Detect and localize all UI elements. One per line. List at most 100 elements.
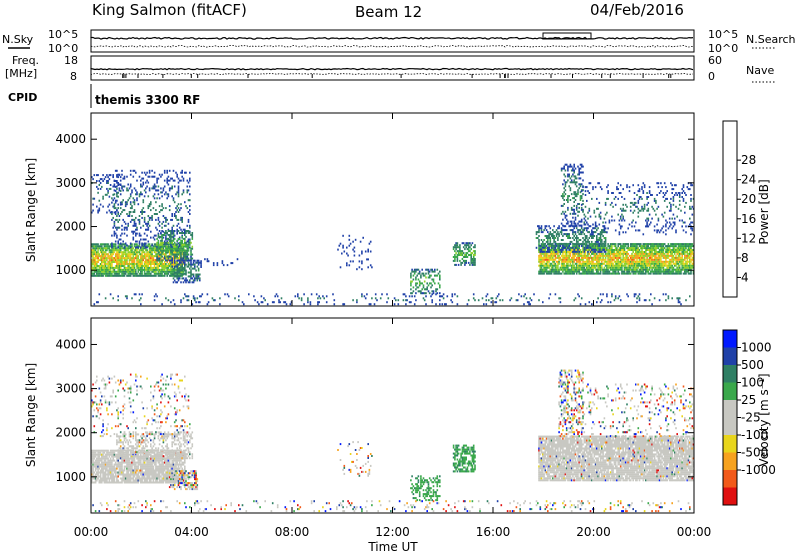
power-cell — [594, 262, 597, 265]
power-cell — [119, 242, 122, 245]
power-cell — [569, 246, 572, 249]
power-cell — [573, 231, 575, 234]
power-cell — [567, 179, 569, 182]
power-cell — [596, 272, 598, 275]
power-cell — [152, 274, 155, 277]
power-cell — [422, 284, 425, 287]
power-cell — [642, 268, 645, 271]
power-cell — [173, 255, 176, 258]
power-cell — [91, 259, 93, 262]
power-cell — [573, 235, 575, 237]
power-cell — [150, 255, 152, 258]
power-cell — [464, 248, 466, 251]
power-cell — [142, 259, 145, 262]
power-cell — [132, 218, 135, 221]
power-cell — [614, 266, 617, 269]
power-cell — [678, 301, 681, 304]
power-cell — [165, 249, 167, 252]
power-cell — [569, 270, 572, 273]
power-cell — [178, 255, 181, 258]
power-cell — [554, 250, 557, 253]
power-cell — [118, 263, 121, 265]
power-cell — [569, 224, 572, 227]
power-cell — [618, 243, 621, 246]
power-cell — [142, 255, 145, 258]
power-cell — [672, 243, 675, 246]
power-cell — [552, 264, 554, 267]
power-cell — [562, 235, 564, 237]
power-cell — [189, 243, 191, 246]
power-cell — [186, 185, 189, 188]
power-cell — [567, 260, 569, 263]
power-cell — [474, 250, 476, 253]
power-cell — [676, 256, 678, 259]
power-cell — [555, 268, 558, 271]
power-cell — [157, 222, 160, 225]
power-cell — [172, 251, 175, 254]
power-cell — [593, 250, 596, 253]
power-cell — [563, 173, 565, 176]
power-cell — [685, 272, 687, 275]
power-cell — [616, 252, 618, 255]
power-cell — [167, 175, 170, 178]
power-cell — [416, 274, 418, 277]
power-cell — [103, 257, 106, 260]
power-cell — [367, 250, 369, 253]
power-cell — [540, 262, 543, 265]
power-cell — [180, 249, 182, 252]
power-cell — [119, 247, 122, 250]
power-cell — [603, 227, 606, 230]
power-cell — [565, 252, 568, 255]
power-cell — [572, 169, 574, 172]
power-cell — [177, 251, 180, 254]
power-cell — [575, 237, 578, 239]
power-cell — [128, 245, 131, 248]
power-cell — [118, 218, 121, 221]
power-cell — [646, 252, 648, 255]
power-cell — [177, 269, 180, 272]
power-cell — [119, 201, 122, 204]
power-cell — [124, 203, 127, 206]
power-cell — [673, 258, 676, 261]
power-cell — [131, 268, 133, 271]
power-cell — [608, 262, 611, 265]
power-cell — [106, 253, 108, 256]
power-cell — [588, 242, 591, 245]
power-cell — [582, 237, 584, 239]
power-cell — [496, 295, 499, 298]
power-cell — [121, 274, 123, 277]
power-cell — [565, 266, 568, 269]
power-cell — [632, 260, 634, 263]
power-cell — [425, 303, 427, 306]
power-cell — [653, 264, 656, 267]
power-cell — [612, 268, 614, 271]
power-cell — [157, 266, 160, 269]
power-cell — [121, 245, 123, 248]
power-cell — [106, 174, 108, 177]
power-cell — [650, 243, 652, 246]
power-cell — [190, 261, 192, 264]
power-cell — [599, 272, 602, 275]
power-cell — [632, 247, 634, 250]
power-cell — [628, 260, 631, 263]
power-cell — [589, 254, 592, 257]
power-cell — [194, 279, 196, 282]
power-cell — [567, 246, 569, 249]
power-cell — [393, 297, 396, 300]
power-cell — [622, 247, 624, 250]
power-cell — [574, 177, 577, 180]
power-cell — [180, 216, 182, 219]
power-cell — [670, 272, 672, 275]
power-cell — [560, 227, 563, 230]
power-cell — [582, 258, 584, 261]
power-cell — [150, 247, 152, 250]
power-cell — [121, 169, 123, 172]
power-cell — [126, 189, 128, 192]
power-cell — [579, 262, 582, 265]
power-cell — [653, 268, 656, 271]
power-cell — [523, 295, 525, 298]
power-cell — [545, 272, 548, 275]
power-cell — [147, 266, 150, 269]
power-cell — [167, 195, 170, 198]
power-cell — [131, 270, 133, 273]
